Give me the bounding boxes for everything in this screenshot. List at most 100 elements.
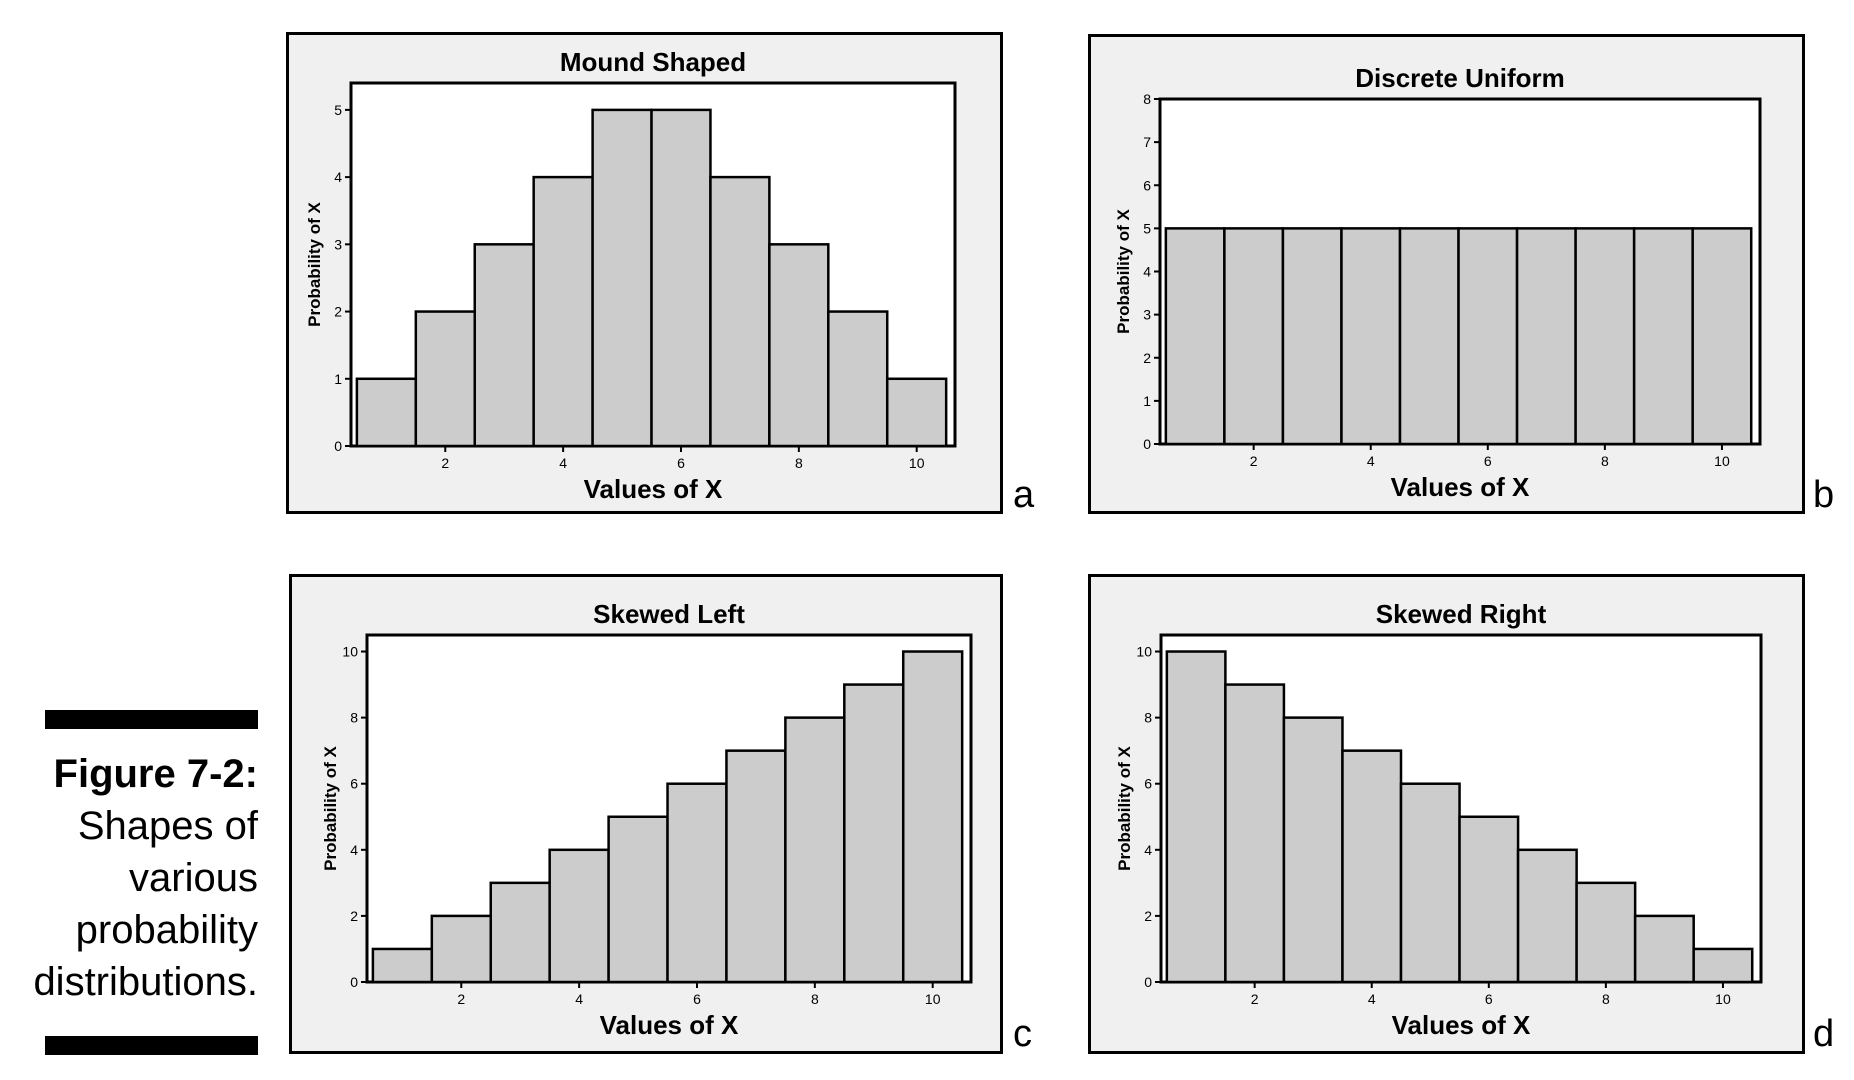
bar: [1574, 227, 1636, 446]
bar: [1165, 650, 1227, 984]
y-axis-label: Probability of X: [1114, 209, 1133, 334]
chart-title: Skewed Left: [593, 599, 745, 629]
chart-title: Discrete Uniform: [1355, 63, 1565, 93]
bar: [1223, 227, 1285, 446]
y-tick-label: 6: [1143, 177, 1151, 193]
bar: [1515, 227, 1577, 446]
bar: [1458, 815, 1520, 984]
chart-panel-discrete-uniform: 0 1 2 3 4 5 6 7 8 2 4 6 8 10 Discrete Uniform Values of…: [1088, 34, 1805, 514]
bar: [827, 310, 889, 448]
bar: [1224, 683, 1286, 984]
x-tick-label: 10: [925, 991, 941, 1007]
bar: [1340, 227, 1402, 446]
y-tick-label: 6: [1144, 776, 1152, 792]
caption-line: Shapes of: [77, 804, 258, 848]
y-tick-label: 4: [1143, 264, 1151, 280]
bar: [489, 881, 551, 984]
bar: [1399, 782, 1461, 984]
y-tick-label: 2: [350, 908, 358, 924]
x-axis-label: Values of X: [600, 1010, 739, 1040]
caption-bottom-rule: [45, 1036, 258, 1055]
y-tick-label: 4: [350, 842, 358, 858]
figure-label: Figure 7-2:: [53, 752, 258, 796]
chart-skewed-right: 0 2 4 6 8 10 2 4 6 8 10 Skewed Right Values of X Prob…: [1115, 599, 1763, 1040]
chart-panel-mound-shaped: 0 1 2 3 4 5 2 4 6 8 10 Mound Shaped Values of X Proba…: [286, 32, 1003, 514]
y-tick-label: 8: [1144, 710, 1152, 726]
y-tick-label: 4: [334, 169, 342, 185]
x-tick-label: 4: [1368, 991, 1376, 1007]
x-axis-label: Values of X: [1391, 472, 1530, 502]
bar: [901, 650, 964, 984]
bar: [607, 815, 669, 984]
y-axis-label: Probability of X: [1115, 746, 1134, 871]
y-tick-label: 3: [1143, 307, 1151, 323]
bar: [1691, 227, 1753, 446]
y-tick-label: 0: [1144, 974, 1152, 990]
y-tick-label: 10: [342, 644, 358, 660]
y-tick-label: 0: [334, 438, 342, 454]
chart-skewed-left: 0 2 4 6 8 10 2 4 6 8 10 Skewed Left Values of X Proba…: [321, 599, 973, 1040]
caption-top-rule: [45, 710, 258, 729]
bar: [666, 782, 728, 984]
x-tick-label: 10: [1715, 991, 1731, 1007]
y-tick-label: 0: [1143, 436, 1151, 452]
bar: [1164, 227, 1226, 446]
bar: [473, 243, 535, 448]
x-tick-label: 8: [1602, 991, 1610, 1007]
x-tick-label: 10: [909, 455, 925, 471]
x-tick-label: 2: [441, 455, 449, 471]
chart-title: Skewed Right: [1376, 599, 1547, 629]
bar: [650, 108, 712, 448]
x-tick-label: 8: [795, 455, 803, 471]
bar: [709, 175, 771, 448]
y-tick-label: 5: [334, 102, 342, 118]
y-tick-label: 7: [1143, 134, 1151, 150]
bar: [1282, 716, 1344, 984]
chart-panel-skewed-right: 0 2 4 6 8 10 2 4 6 8 10 Skewed Right Values of X Prob…: [1088, 574, 1805, 1054]
x-tick-label: 6: [1484, 453, 1492, 469]
panel-letter-a: a: [1013, 474, 1035, 516]
x-tick-label: 2: [1251, 991, 1259, 1007]
y-tick-label: 0: [350, 974, 358, 990]
bar: [1632, 227, 1694, 446]
y-tick-label: 8: [350, 710, 358, 726]
bar: [1281, 227, 1343, 446]
bar: [885, 377, 948, 448]
x-tick-label: 6: [1485, 991, 1493, 1007]
caption-line: distributions.: [33, 960, 258, 1004]
y-tick-label: 3: [334, 236, 342, 252]
x-tick-label: 6: [677, 455, 685, 471]
y-tick-label: 2: [1144, 908, 1152, 924]
bar: [430, 914, 492, 984]
y-tick-label: 8: [1143, 91, 1151, 107]
chart-mound-shaped: 0 1 2 3 4 5 2 4 6 8 10 Mound Shaped Values of X Proba…: [305, 47, 957, 504]
panel-letter-c: c: [1013, 1013, 1032, 1055]
chart-panel-skewed-left: 0 2 4 6 8 10 2 4 6 8 10 Skewed Left Values of X Proba…: [289, 574, 1003, 1054]
bar: [768, 243, 830, 448]
caption-line: various: [129, 856, 258, 900]
x-tick-label: 2: [1250, 453, 1258, 469]
y-tick-label: 10: [1136, 644, 1152, 660]
chart-discrete-uniform: 0 1 2 3 4 5 6 7 8 2 4 6 8 10 Discrete Uniform Values of…: [1114, 63, 1762, 502]
bar: [725, 749, 787, 984]
x-tick-label: 2: [457, 991, 465, 1007]
figure-caption: Figure 7-2: Shapes of various probabilit…: [20, 748, 258, 1008]
x-axis-label: Values of X: [584, 474, 723, 504]
caption-line: probability: [75, 908, 258, 952]
panel-letter-b: b: [1813, 474, 1835, 516]
chart-title: Mound Shaped: [560, 47, 746, 77]
y-tick-label: 2: [334, 304, 342, 320]
x-tick-label: 10: [1714, 453, 1730, 469]
bar: [1457, 227, 1519, 446]
y-tick-label: 2: [1143, 350, 1151, 366]
bar: [1692, 947, 1754, 984]
y-tick-label: 5: [1143, 220, 1151, 236]
y-tick-label: 4: [1144, 842, 1152, 858]
bar: [1516, 848, 1578, 984]
bar: [371, 947, 434, 984]
y-axis-label: Probability of X: [305, 202, 324, 327]
y-tick-label: 6: [350, 776, 358, 792]
bar: [784, 716, 846, 984]
x-tick-label: 8: [1601, 453, 1609, 469]
bar: [1398, 227, 1460, 446]
